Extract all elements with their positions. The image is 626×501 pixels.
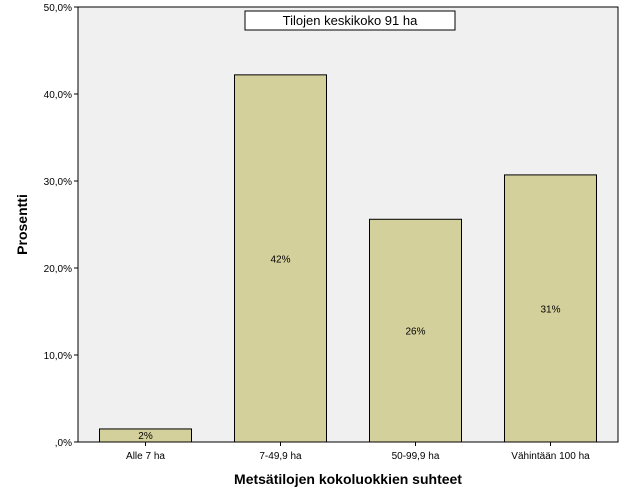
annotation-box: Tilojen keskikoko 91 ha bbox=[244, 10, 456, 31]
y-tick-label: 30,0% bbox=[44, 177, 72, 188]
bar bbox=[234, 74, 327, 443]
x-tick-label: 7-49,9 ha bbox=[259, 451, 302, 462]
y-tick-label: 20,0% bbox=[44, 264, 72, 275]
y-tick-label: ,0% bbox=[55, 438, 72, 449]
bar-data-label: 26% bbox=[405, 327, 425, 338]
y-tick-label: 40,0% bbox=[44, 90, 72, 101]
y-axis-ticks: ,0% 10,0% 20,0% 30,0% 40,0% 50,0% bbox=[44, 3, 78, 449]
y-axis-title: Prosentti bbox=[14, 194, 30, 255]
bar bbox=[504, 174, 597, 443]
bar-data-label: 42% bbox=[270, 254, 290, 265]
x-axis-ticks: Alle 7 ha 7-49,9 ha 50-99,9 ha Vähintään 10… bbox=[126, 442, 590, 462]
x-axis-title: Metsätilojen kokoluokkien suhteet bbox=[234, 471, 462, 487]
x-tick-label: 50-99,9 ha bbox=[392, 451, 440, 462]
x-tick-label: Vähintään 100 ha bbox=[511, 451, 590, 462]
y-tick-label: 10,0% bbox=[44, 351, 72, 362]
bar-data-label: 31% bbox=[540, 304, 560, 315]
bar bbox=[369, 218, 462, 443]
annotation-text: Tilojen keskikoko 91 ha bbox=[283, 13, 418, 28]
bars: 2% 42% 26% 31% bbox=[99, 74, 597, 443]
x-tick-label: Alle 7 ha bbox=[126, 451, 165, 462]
annotation-frame bbox=[244, 10, 456, 31]
bar-data-label: 2% bbox=[138, 431, 153, 442]
y-tick-label: 50,0% bbox=[44, 3, 72, 14]
